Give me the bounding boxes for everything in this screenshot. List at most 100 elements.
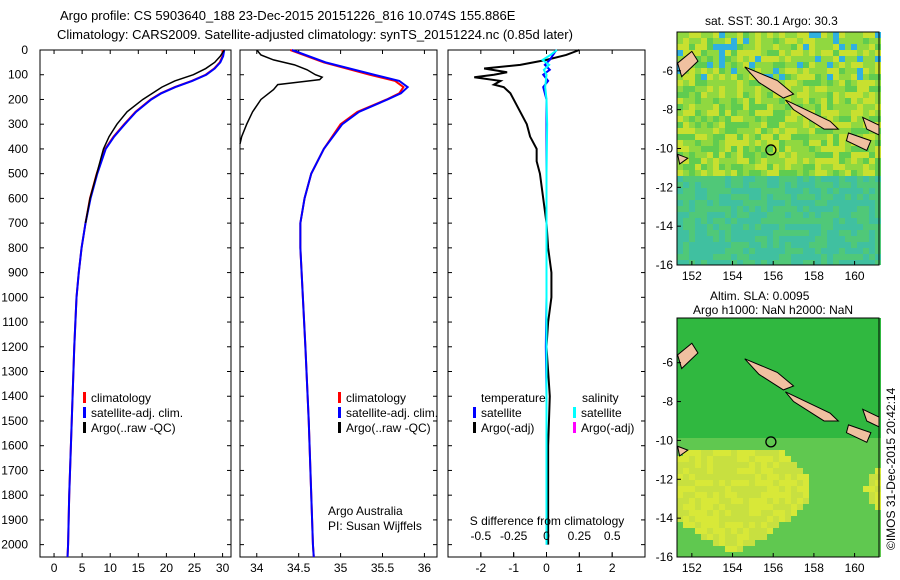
map-cell xyxy=(695,224,701,230)
island xyxy=(676,153,689,165)
map-cell xyxy=(707,182,713,188)
map-cell xyxy=(683,134,689,140)
map-cell xyxy=(839,80,845,86)
map-cell xyxy=(869,402,875,408)
map-cell xyxy=(737,260,743,265)
map-cell xyxy=(713,342,719,348)
map-cell xyxy=(749,366,755,372)
map-cell xyxy=(869,146,875,152)
map-cell xyxy=(725,248,731,254)
map-cell xyxy=(749,104,755,110)
map-cell xyxy=(689,194,695,200)
map-cell xyxy=(743,230,749,236)
map-cell xyxy=(839,492,845,498)
map-cell xyxy=(803,86,809,92)
map-cell xyxy=(869,378,875,384)
map-cell xyxy=(809,342,815,348)
map-cell xyxy=(683,510,689,516)
map-cell xyxy=(695,480,701,486)
map-cell xyxy=(767,516,773,522)
map-cell xyxy=(815,522,821,528)
map-cell xyxy=(743,414,749,420)
map-cell xyxy=(845,152,851,158)
map-cell xyxy=(677,510,683,516)
map-cell xyxy=(869,260,875,265)
map-cell xyxy=(863,318,869,324)
map-cell xyxy=(863,540,869,546)
map-cell xyxy=(725,528,731,534)
map-cell xyxy=(863,474,869,480)
map-cell xyxy=(713,242,719,248)
map-cell xyxy=(719,104,725,110)
map-cell xyxy=(707,212,713,218)
map-cell xyxy=(821,384,827,390)
map-cell xyxy=(689,116,695,122)
map-cell xyxy=(803,200,809,206)
map-cell xyxy=(713,206,719,212)
map-cell xyxy=(785,80,791,86)
map-cell xyxy=(677,384,683,390)
map-cell xyxy=(683,188,689,194)
map-cell xyxy=(725,384,731,390)
map-cell xyxy=(707,86,713,92)
plot-frame-1 xyxy=(239,49,438,558)
map-cell xyxy=(695,384,701,390)
map-cell xyxy=(815,504,821,510)
map-cell xyxy=(785,164,791,170)
map-cell xyxy=(677,402,683,408)
argo-label-1: Argo Australia xyxy=(328,504,403,518)
map-cell xyxy=(713,230,719,236)
map-cell xyxy=(683,522,689,528)
map-cell xyxy=(737,378,743,384)
map-cell xyxy=(761,242,767,248)
map-cell xyxy=(701,504,707,510)
map-cell xyxy=(851,534,857,540)
map-cell xyxy=(689,480,695,486)
map-cell xyxy=(713,354,719,360)
map-cell xyxy=(791,318,797,324)
map-cell xyxy=(737,122,743,128)
map-cell xyxy=(827,110,833,116)
map-cell xyxy=(707,170,713,176)
map-cell xyxy=(737,498,743,504)
map-cell xyxy=(875,378,881,384)
map-cell xyxy=(743,206,749,212)
map-cell xyxy=(695,354,701,360)
map-cell xyxy=(755,468,761,474)
map-cell xyxy=(701,56,707,62)
map-cell xyxy=(833,200,839,206)
map-cell xyxy=(737,206,743,212)
map-cell xyxy=(785,522,791,528)
map-cell xyxy=(839,176,845,182)
map-cell xyxy=(767,462,773,468)
map-cell xyxy=(791,170,797,176)
map-cell xyxy=(737,384,743,390)
map-cell xyxy=(779,468,785,474)
map-cell xyxy=(797,408,803,414)
map-cell xyxy=(743,110,749,116)
map-cell xyxy=(833,158,839,164)
map-cell xyxy=(719,206,725,212)
map-cell xyxy=(839,324,845,330)
map-cell xyxy=(689,336,695,342)
map-cell xyxy=(845,188,851,194)
map-cell xyxy=(737,432,743,438)
map-cell xyxy=(815,354,821,360)
map-cell xyxy=(863,152,869,158)
map-cell xyxy=(869,456,875,462)
map-cell xyxy=(731,324,737,330)
map-cell xyxy=(719,194,725,200)
map-cell xyxy=(869,92,875,98)
map-cell xyxy=(839,348,845,354)
map-cell xyxy=(767,32,773,38)
map-cell xyxy=(863,254,869,260)
series-t-argo-adj- xyxy=(474,49,580,545)
map-cell xyxy=(797,224,803,230)
map-cell xyxy=(845,224,851,230)
map-cell xyxy=(863,134,869,140)
map-cell xyxy=(719,32,725,38)
map-cell xyxy=(725,552,731,557)
map-cell xyxy=(761,236,767,242)
map-cell xyxy=(701,366,707,372)
map-cell xyxy=(755,254,761,260)
